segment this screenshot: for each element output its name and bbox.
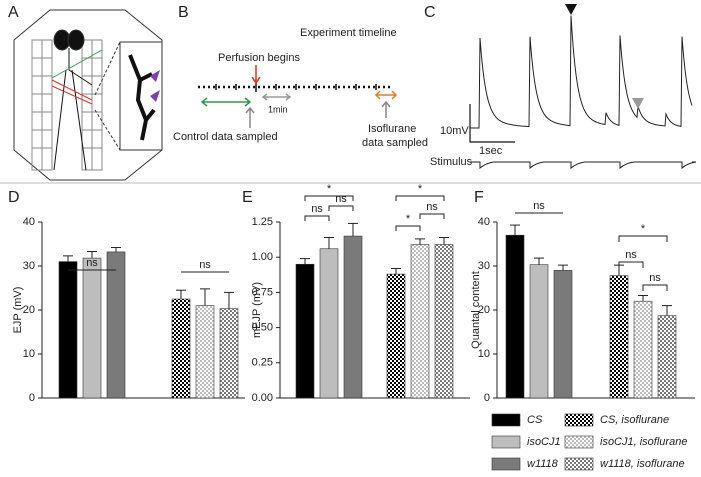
legend-swatch [491,457,521,471]
minute-label: 1min [268,104,288,114]
legend-label: isoCJ1, isoflurane [600,436,687,448]
bar [410,244,430,399]
arrowhead [565,4,577,15]
perfusion-label: Perfusion begins [218,52,300,64]
bar [219,308,239,399]
stimulus-trace [470,161,697,170]
bar [553,270,573,399]
scale-x-label: 1sec [479,145,503,157]
significance-label: ns [625,249,637,261]
significance-bracket [618,261,644,268]
significance-label: * [641,223,646,235]
significance-bracket [419,213,445,219]
y-tick-label: 10 [478,348,490,360]
voltage-trace [470,15,693,129]
y-tick-label: 0.25 [252,357,273,369]
isoflurane-label: Isoflurane [368,123,416,135]
y-tick-label: 20 [478,304,490,316]
legend-label: w1118, isoflurane [600,458,685,470]
bar [434,244,454,399]
significance-label: ns [426,201,438,213]
bar [195,305,215,399]
legend-swatch [491,413,521,427]
y-tick-label: 30 [478,260,490,272]
bar [82,257,102,399]
legend-swatch [564,435,594,449]
y-axis-label: Quantal content [470,271,482,349]
significance-bracket [642,284,668,291]
y-tick-label: 0.75 [252,286,273,298]
y-tick-label: 40 [23,216,35,228]
significance-label: ns [311,203,323,215]
bar [657,315,677,399]
legend-swatch [564,457,594,471]
significance-label: ns [199,259,211,271]
control-label: Control data sampled [173,131,278,143]
scale-bar [469,104,515,143]
isoflurane-label: data sampled [362,137,428,149]
panel-label: A [8,4,19,21]
y-axis-label: mEJP (mV) [251,282,263,338]
legend-swatch [564,413,594,427]
bar [106,251,126,399]
bar [529,264,549,399]
bar [609,275,629,399]
significance-bracket [328,205,354,211]
significance-bracket [618,235,668,242]
y-tick-label: 20 [23,304,35,316]
y-axis-label: EJP (mV) [12,287,24,334]
y-tick-label: 0 [29,392,35,404]
significance-label: * [418,183,423,195]
y-tick-label: 1.00 [252,251,273,263]
significance-label: * [406,213,411,225]
y-tick-label: 10 [23,348,35,360]
y-tick-label: 0.00 [252,392,273,404]
legend-swatch [491,435,521,449]
bar [171,298,191,399]
significance-label: * [327,183,332,195]
arrowhead [632,98,644,109]
panel-label: E [242,189,253,206]
scale-y-label: 10mV [440,125,469,137]
y-tick-label: 30 [23,260,35,272]
legend-label: w1118 [527,458,559,470]
bar [386,273,406,399]
timeline-title: Experiment timeline [300,27,397,39]
legend-label: isoCJ1 [527,436,561,448]
bar [58,261,78,399]
significance-label: ns [335,193,347,205]
y-tick-label: 0.50 [252,322,273,334]
y-tick-label: 1.25 [252,216,273,228]
significance-bracket [304,215,330,221]
panel-label: D [8,189,20,206]
significance-bracket [395,225,421,231]
significance-label: ns [649,272,661,284]
y-tick-label: 40 [478,216,490,228]
significance-label: ns [533,200,545,212]
bar [343,235,363,399]
panel-label: F [474,189,484,206]
legend-label: CS, isoflurane [600,414,669,426]
timeline [198,65,398,128]
larva-diagram [13,9,163,181]
stimulus-label: Stimulus [430,156,473,168]
legend-label: CS [527,414,543,426]
bar [319,248,339,399]
y-tick-label: 0 [484,392,490,404]
bar [295,263,315,399]
panel-label: C [424,4,436,21]
panel-label: B [178,4,189,21]
bar [633,300,653,399]
significance-bracket [395,195,445,201]
significance-bracket [304,195,354,201]
significance-label: ns [86,257,98,269]
bar [505,234,525,399]
